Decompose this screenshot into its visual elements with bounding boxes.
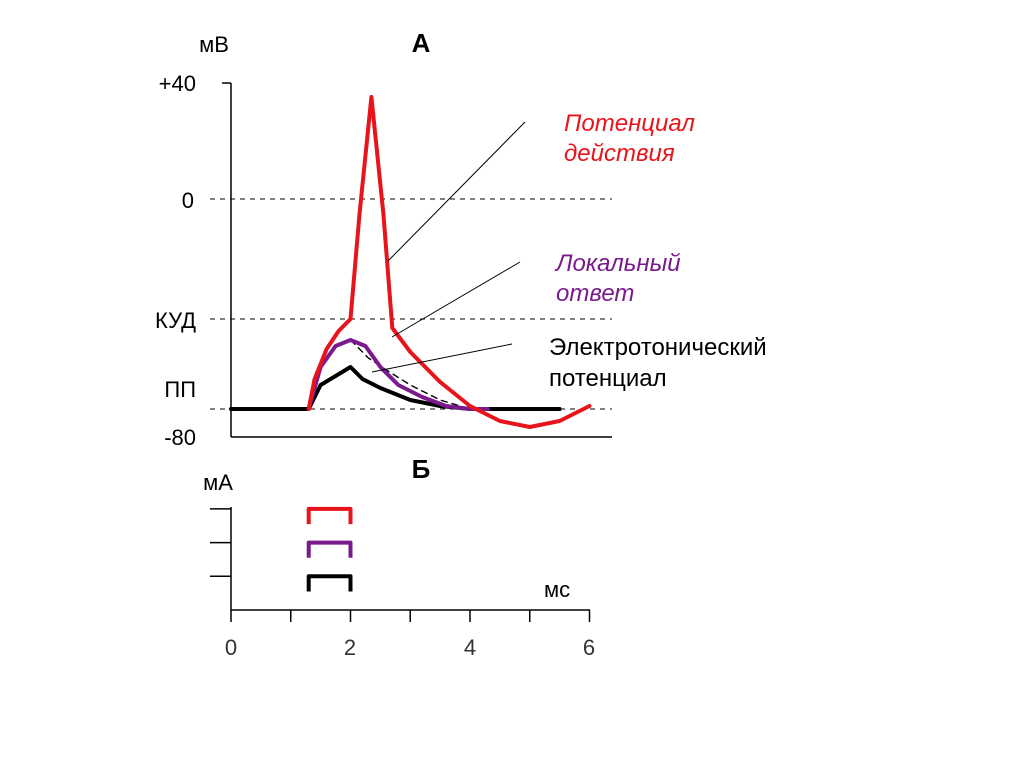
series-line-2 bbox=[229, 365, 562, 411]
annotation-electrotonic-line1: Электротонический bbox=[549, 334, 767, 361]
panel-b-series bbox=[306, 506, 353, 592]
ytick-label-plus40: +40 bbox=[159, 71, 196, 96]
ytick-label-threshold: КУД bbox=[155, 308, 196, 333]
stimulus-pulse-2 bbox=[306, 574, 353, 592]
panel-a-y-unit: мВ bbox=[199, 32, 229, 57]
xtick-label-4: 4 bbox=[464, 635, 476, 660]
annotation-local-response-line1: Локальный bbox=[554, 250, 681, 277]
panel-a-series bbox=[229, 95, 592, 429]
series-line-1 bbox=[306, 338, 490, 411]
stimulus-pulse-0 bbox=[306, 506, 353, 525]
annotation-action-potential-line1: Потенциал bbox=[564, 110, 695, 137]
annotation-electrotonic-line2: потенциал bbox=[549, 365, 667, 392]
series-line-0 bbox=[306, 95, 592, 429]
ytick-label-resting: ПП bbox=[164, 377, 196, 402]
panel-b-ticks bbox=[210, 508, 591, 622]
series-line-3 bbox=[349, 339, 471, 410]
ytick-label-minus80: -80 bbox=[164, 425, 196, 450]
annotation-action-potential-line2: действия bbox=[564, 140, 675, 167]
xtick-label-0: 0 bbox=[225, 635, 237, 660]
stimulus-pulse-1 bbox=[306, 540, 353, 558]
ytick-label-zero: 0 bbox=[182, 188, 194, 213]
leader-line-electrotonic bbox=[371, 343, 513, 373]
panel-b-title: Б bbox=[412, 454, 431, 484]
leader-line-action-potential bbox=[387, 121, 526, 262]
xtick-label-6: 6 bbox=[583, 635, 595, 660]
xtick-label-2: 2 bbox=[344, 635, 356, 660]
annotation-local-response-line2: ответ bbox=[556, 280, 634, 307]
leader-line-local-response bbox=[391, 261, 521, 338]
panel-b-x-unit: мс bbox=[544, 577, 570, 602]
panel-a-title: А bbox=[412, 28, 431, 58]
panel-b-y-unit: мА bbox=[203, 470, 233, 495]
